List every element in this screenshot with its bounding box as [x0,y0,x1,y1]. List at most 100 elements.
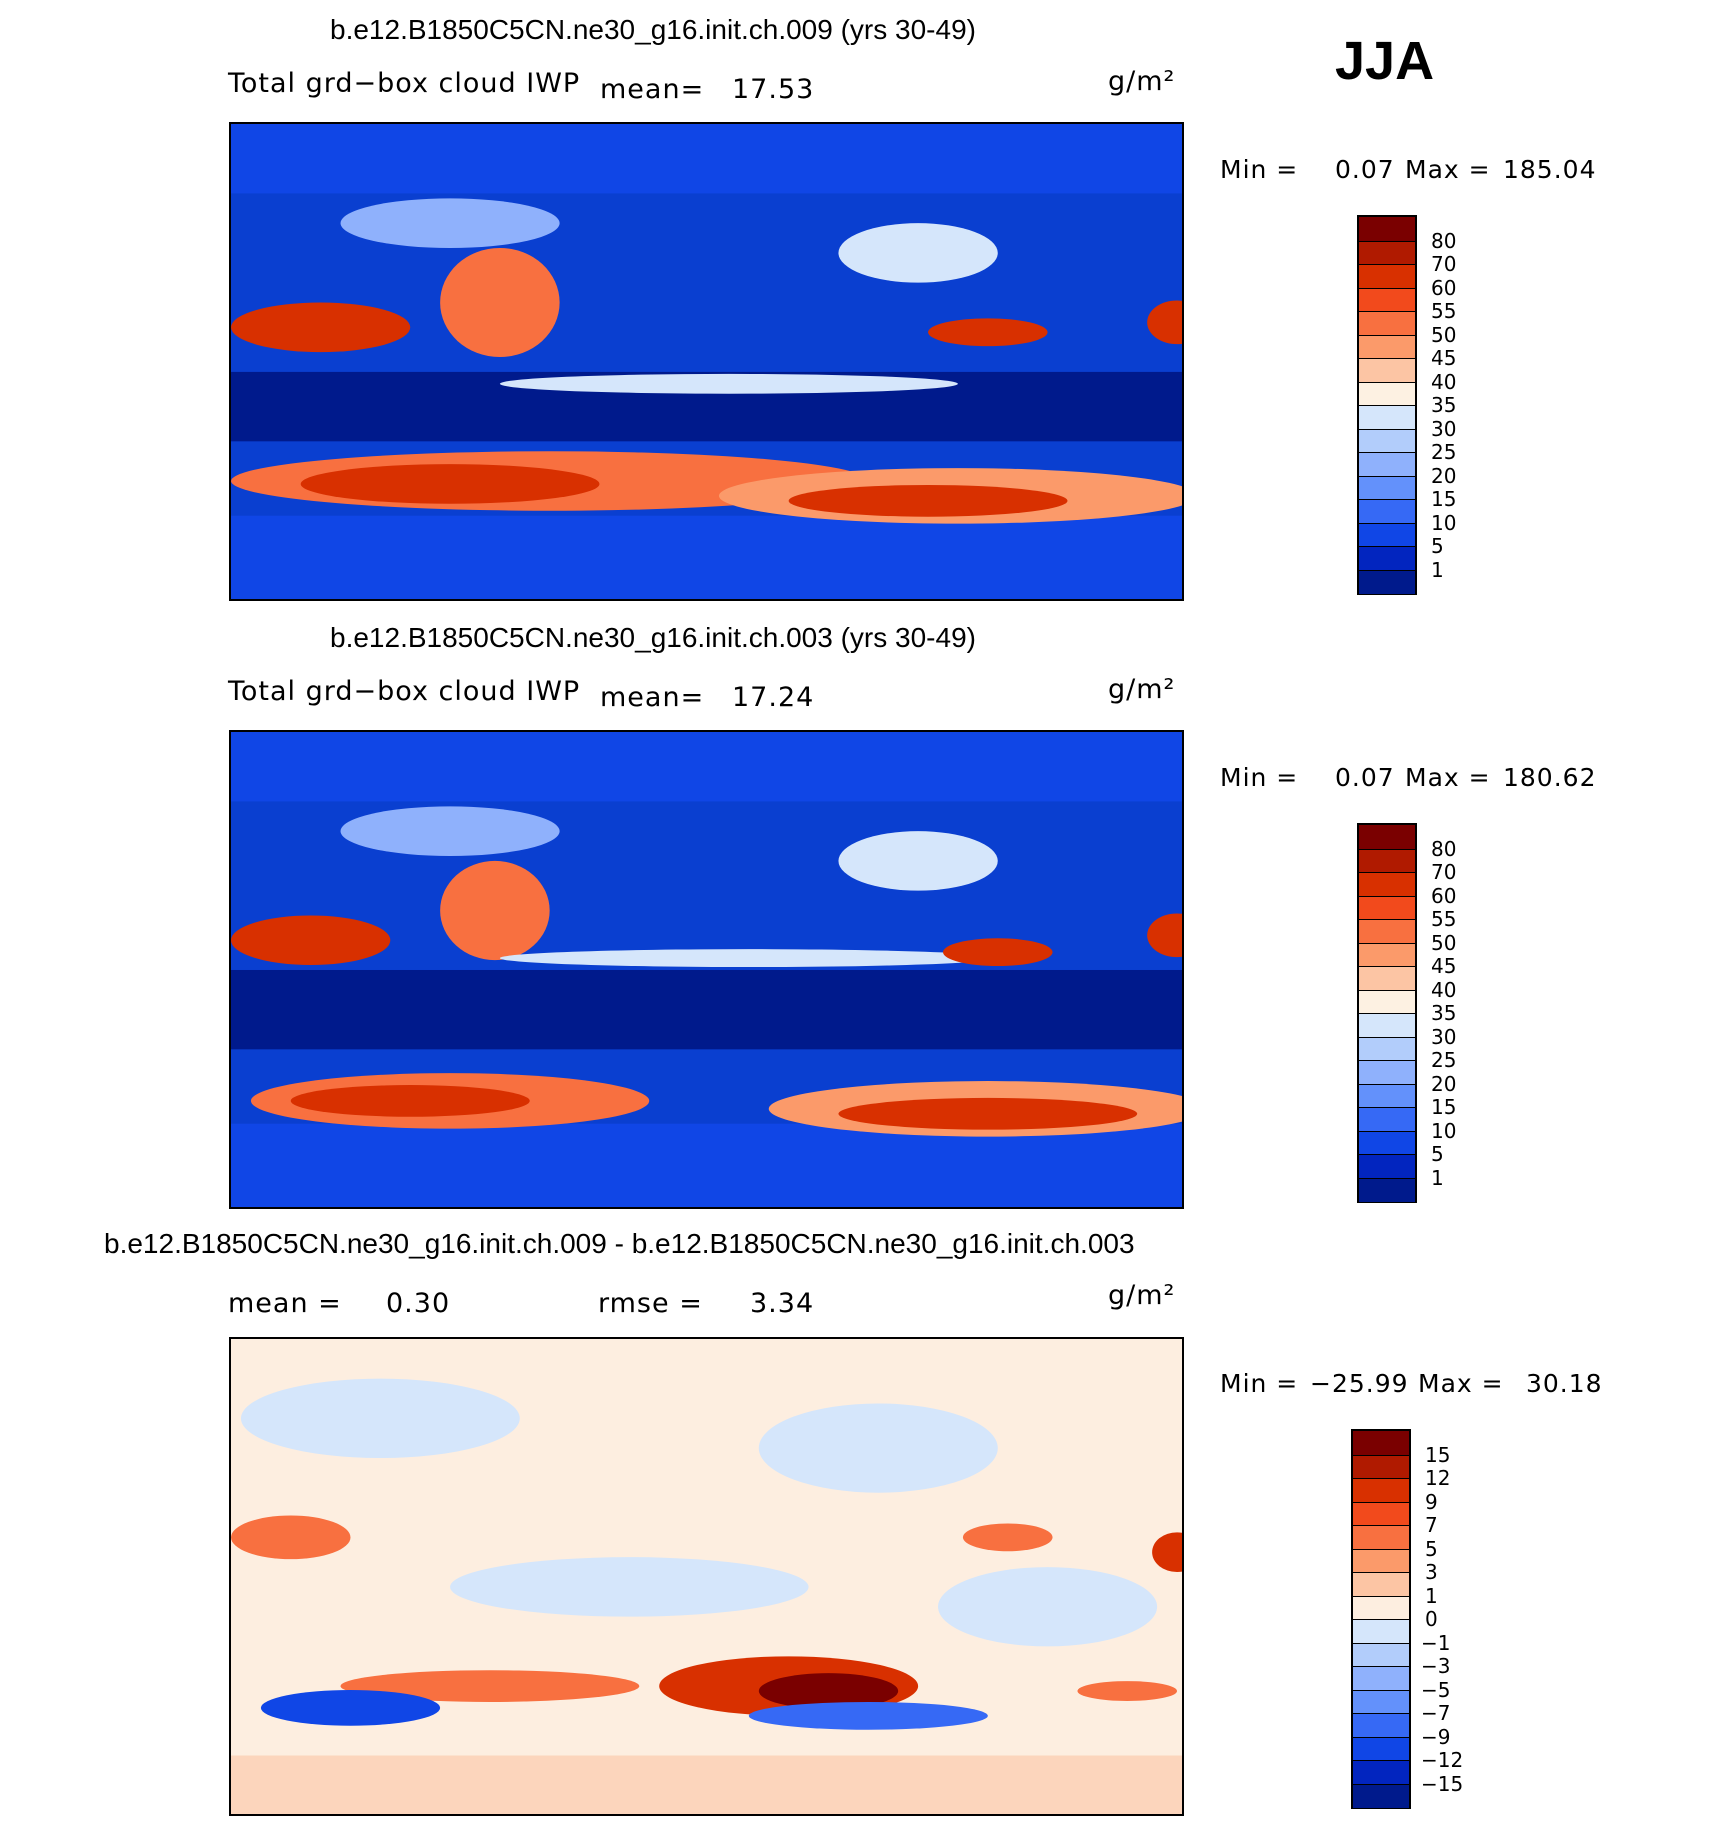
colorbar-swatch [1359,217,1415,241]
panel1-variable: Total grd−box cloud IWP [228,68,581,99]
colorbar-swatch [1359,311,1415,336]
colorbar-tick-label: 1 [1425,1583,1438,1608]
colorbar-swatch [1359,240,1415,265]
panel2-mean-label: mean= [600,682,705,713]
colorbar-swatch [1359,405,1415,430]
panel3-max: 30.18 [1526,1369,1603,1398]
panel1-max-label: Max = [1405,155,1491,184]
colorbar-tick-label: 7 [1425,1513,1438,1537]
colorbar-tick-label: 70 [1431,860,1457,884]
colorbar-tick-label: 35 [1431,393,1457,417]
colorbar-swatch [1353,1666,1409,1691]
colorbar-tick-label: 40 [1431,369,1457,394]
colorbar-tick-label: 60 [1431,275,1457,300]
colorbar-swatch [1359,499,1415,524]
colorbar-swatch [1359,546,1415,571]
colorbar-tick-label: 5 [1431,534,1444,558]
colorbar-swatch [1353,1713,1409,1738]
colorbar-tick-label: 12 [1425,1466,1451,1490]
colorbar-swatch [1359,919,1415,944]
colorbar-swatch [1359,1013,1415,1038]
colorbar-swatch [1359,264,1415,289]
colorbar-tick-label: 60 [1431,883,1457,908]
panel2-min-label: Min = [1220,763,1299,792]
colorbar-swatch [1359,1130,1415,1155]
colorbar-tick-label: 9 [1425,1489,1438,1514]
colorbar-swatch [1359,1107,1415,1132]
colorbar-tick-label: 1 [1431,1165,1444,1190]
colorbar-swatch [1359,334,1415,359]
panel3-contour-field [231,1339,1182,1814]
panel1-min-label: Min = [1220,155,1299,184]
panel3-title: b.e12.B1850C5CN.ne30_g16.init.ch.009 - b… [104,1228,1135,1259]
colorbar-tick-label: −3 [1421,1654,1451,1678]
colorbar-tick-label: 50 [1431,930,1457,955]
colorbar-swatch [1353,1572,1409,1597]
panel3-mean-value: 0.30 [386,1288,451,1319]
colorbar-tick-label: 30 [1431,1024,1457,1049]
colorbar-tick-label: 20 [1431,1071,1457,1096]
colorbar-tick-label: 20 [1431,463,1457,488]
colorbar-tick-label: 15 [1425,1442,1451,1467]
colorbar-tick-label: 15 [1431,1095,1457,1119]
panel2-contour-field [231,732,1182,1207]
colorbar-swatch [1353,1501,1409,1526]
colorbar-swatch [1359,1177,1415,1202]
panel2-colorbar [1357,823,1417,1203]
colorbar-tick-label: 35 [1431,1001,1457,1025]
panel2-max: 180.62 [1503,763,1597,792]
colorbar-tick-label: 3 [1425,1560,1438,1584]
colorbar-swatch [1353,1431,1409,1455]
colorbar-swatch [1353,1525,1409,1550]
colorbar-swatch [1359,381,1415,406]
colorbar-tick-label: −12 [1421,1748,1464,1772]
colorbar-swatch [1353,1548,1409,1573]
colorbar-tick-label: 5 [1431,1142,1444,1166]
panel3-max-label: Max = [1418,1369,1504,1398]
panel3-min-label: Min = [1220,1369,1299,1398]
panel1-min: 0.07 [1335,155,1395,184]
panel1-units: g/m² [1108,66,1176,97]
colorbar-swatch [1359,1060,1415,1085]
colorbar-swatch [1359,989,1415,1014]
colorbar-tick-label: 80 [1431,836,1457,861]
colorbar-swatch [1359,872,1415,897]
colorbar-swatch [1359,358,1415,383]
colorbar-swatch [1359,569,1415,594]
colorbar-swatch [1359,452,1415,477]
colorbar-tick-label: 0 [1425,1607,1438,1631]
colorbar-swatch [1359,942,1415,967]
panel1-colorbar [1357,215,1417,595]
colorbar-swatch [1353,1689,1409,1714]
panel2-units: g/m² [1108,674,1176,705]
panel2-map [229,730,1184,1209]
panel2-min: 0.07 [1335,763,1395,792]
panel2-title: b.e12.B1850C5CN.ne30_g16.init.ch.003 (yr… [330,622,976,653]
colorbar-swatch [1359,1154,1415,1179]
colorbar-swatch [1353,1454,1409,1479]
colorbar-tick-label: 30 [1431,416,1457,441]
colorbar-swatch [1359,522,1415,547]
colorbar-tick-label: −7 [1421,1701,1451,1725]
panel3-min: −25.99 [1310,1369,1409,1398]
panel3-mean-label: mean = [228,1288,342,1319]
colorbar-tick-label: 1 [1431,557,1444,582]
panel2-max-label: Max = [1405,763,1491,792]
colorbar-swatch [1353,1619,1409,1644]
panel3-rmse-value: 3.34 [750,1288,815,1319]
colorbar-tick-label: −1 [1421,1630,1451,1655]
colorbar-tick-label: 70 [1431,252,1457,276]
colorbar-swatch [1359,287,1415,312]
colorbar-tick-label: 15 [1431,487,1457,511]
panel2-mean-value: 17.24 [732,682,815,713]
colorbar-swatch [1353,1736,1409,1761]
panel1-contour-field [231,124,1182,599]
panel3-units: g/m² [1108,1280,1176,1311]
colorbar-tick-label: 5 [1425,1536,1438,1561]
colorbar-tick-label: −5 [1421,1677,1451,1702]
season-label: JJA [1335,31,1435,91]
panel2-variable: Total grd−box cloud IWP [228,676,581,707]
colorbar-swatch [1359,848,1415,873]
colorbar-tick-label: 45 [1431,346,1457,370]
colorbar-tick-label: 25 [1431,1048,1457,1072]
